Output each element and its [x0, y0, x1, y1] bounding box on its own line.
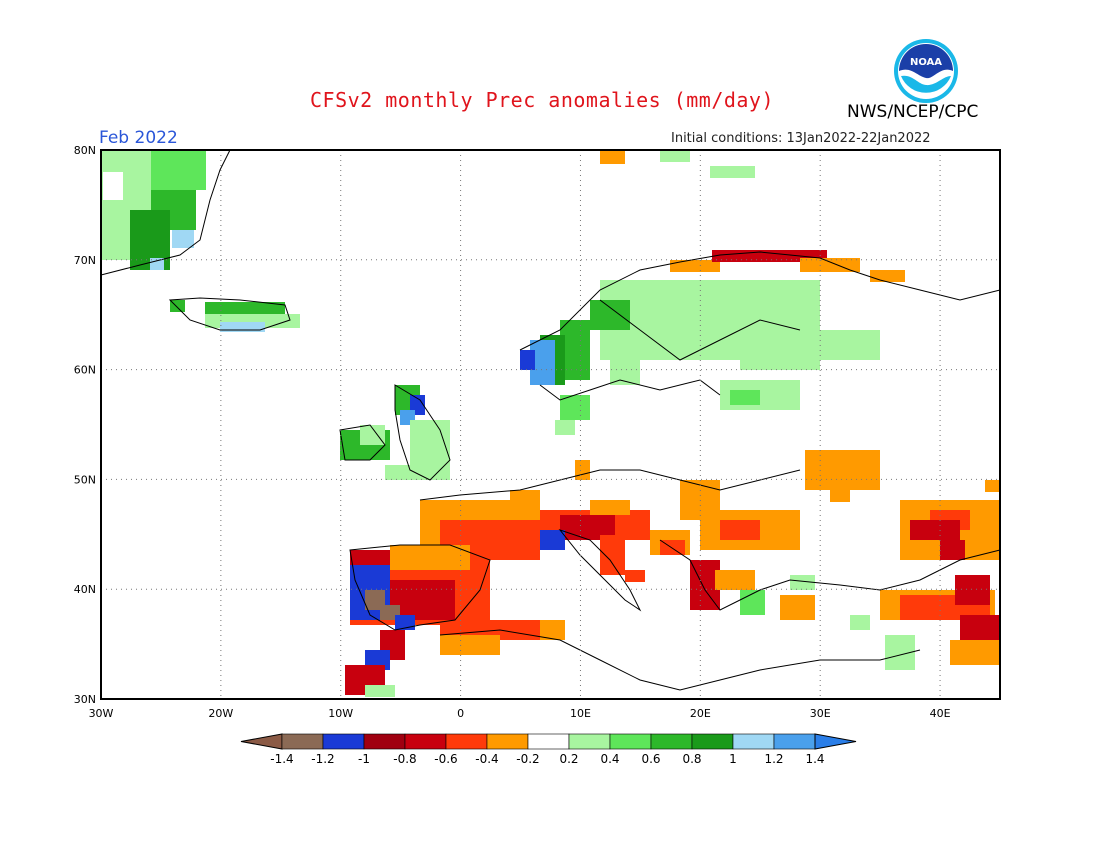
anomaly-field	[101, 150, 1000, 697]
colorbar: -1.4 -1.2 -1 -0.8 -0.6 -0.4 -0.2 0.2 0.4 0.6 0.8 1 1…	[240, 733, 857, 766]
colorbar-swatch	[691, 733, 734, 750]
colorbar-swatch	[363, 733, 406, 750]
colorbar-swatch	[322, 733, 365, 750]
colorbar-tick-label: -0.6	[434, 752, 457, 766]
colorbar-swatch	[486, 733, 529, 750]
lon-tick-label: 20W	[208, 707, 233, 720]
colorbar-tick-label: 0.8	[682, 752, 701, 766]
svg-text:NOAA: NOAA	[910, 57, 942, 68]
colorbar-swatch	[773, 733, 816, 750]
colorbar-swatch	[404, 733, 447, 750]
coastlines	[100, 149, 1001, 691]
noaa-logo-icon: NOAA	[894, 39, 958, 103]
colorbar-swatch	[650, 733, 693, 750]
initial-conditions: Initial conditions: 13Jan2022-22Jan2022	[671, 131, 931, 146]
colorbar-swatch	[281, 733, 324, 750]
lat-tick-label: 60N	[74, 364, 96, 377]
colorbar-tick-label: -1.2	[311, 752, 334, 766]
lon-tick-label: 10W	[328, 707, 353, 720]
colorbar-tick-label: 1	[729, 752, 737, 766]
colorbar-swatch	[527, 733, 570, 750]
lat-tick-label: 40N	[74, 583, 96, 596]
lon-tick-label: 10E	[570, 707, 591, 720]
colorbar-tick-label: -0.8	[393, 752, 416, 766]
colorbar-low-arrow	[240, 733, 283, 750]
lon-tick-label: 30W	[89, 707, 114, 720]
forecast-month: Feb 2022	[99, 128, 178, 148]
longitude-labels: 30W 20W 10W 0 10E 20E 30E 40E	[89, 707, 951, 720]
lon-tick-label: 0	[457, 707, 464, 720]
colorbar-tick-label: 1.4	[805, 752, 824, 766]
colorbar-swatch	[445, 733, 488, 750]
lon-tick-label: 20E	[690, 707, 711, 720]
lat-tick-label: 70N	[74, 254, 96, 267]
chart-title: CFSv2 monthly Prec anomalies (mm/day)	[310, 88, 775, 112]
latitude-labels: 80N 70N 60N 50N 40N 30N	[74, 144, 96, 706]
colorbar-tick-label: 0.6	[641, 752, 660, 766]
colorbar-tick-label: 1.2	[764, 752, 783, 766]
map-frame	[100, 149, 1001, 700]
colorbar-tick-label: -1	[358, 752, 370, 766]
lat-tick-label: 50N	[74, 473, 96, 486]
lat-tick-label: 30N	[74, 693, 96, 706]
colorbar-tick-label: 0.4	[600, 752, 619, 766]
colorbar-swatch	[609, 733, 652, 750]
colorbar-tick-label: 0.2	[559, 752, 578, 766]
colorbar-swatch	[568, 733, 611, 750]
lon-tick-label: 40E	[930, 707, 951, 720]
colorbar-swatch	[732, 733, 775, 750]
lon-tick-label: 30E	[810, 707, 831, 720]
lat-tick-label: 80N	[74, 144, 96, 157]
colorbar-high-arrow	[814, 733, 857, 750]
colorbar-tick-label: -0.2	[516, 752, 539, 766]
colorbar-tick-label: -1.4	[270, 752, 293, 766]
colorbar-tick-label: -0.4	[475, 752, 498, 766]
agency-label: NWS/NCEP/CPC	[847, 102, 979, 122]
